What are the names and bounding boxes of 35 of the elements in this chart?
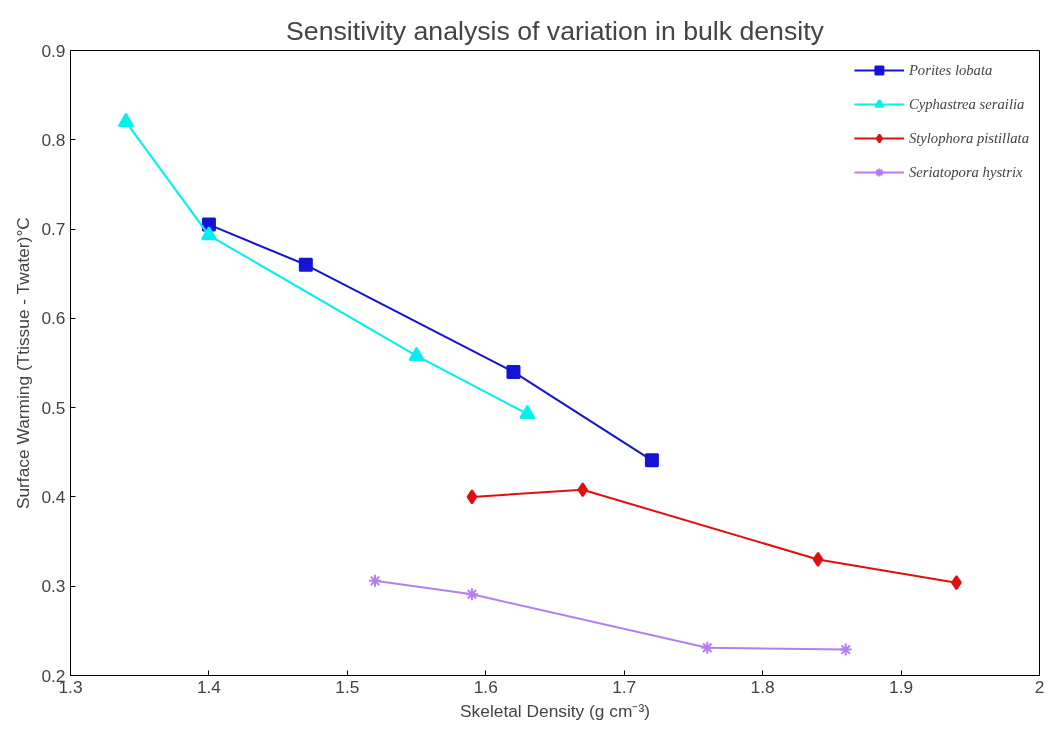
x-tick-label: 1.8 — [750, 676, 775, 697]
point — [700, 640, 715, 655]
point — [298, 257, 313, 272]
legend-label: Seriatopora hystrix — [908, 163, 1023, 181]
point — [464, 587, 479, 602]
point — [506, 364, 521, 379]
point — [644, 453, 659, 468]
y-tick-label: 0.9 — [41, 40, 66, 61]
point — [408, 346, 425, 361]
point — [577, 482, 589, 498]
point — [838, 642, 853, 657]
legend-label: Stylophora pistillata — [908, 129, 1029, 147]
x-axis-title: Skeletal Density (g cm⁻³) — [460, 700, 650, 721]
y-tick-label: 0.7 — [41, 219, 66, 240]
y-tick-label: 0.5 — [41, 397, 66, 418]
legend-label: Cyphastrea serailia — [908, 95, 1025, 113]
y-tick-label: 0.3 — [41, 576, 66, 597]
point — [466, 489, 478, 505]
legend-label: Porites lobata — [908, 61, 993, 79]
point — [519, 404, 536, 419]
point — [812, 551, 824, 567]
y-tick-label: 0.6 — [41, 308, 66, 329]
x-tick-label: 1.5 — [335, 676, 360, 697]
x-tick-label: 1.4 — [196, 676, 222, 697]
point — [368, 573, 383, 588]
y-axis-title: Surface Warming (Ttissue - Twater)°C — [13, 217, 34, 510]
x-tick-label: 1.6 — [473, 676, 498, 697]
y-tick-label: 0.8 — [41, 129, 66, 150]
x-tick-label: 2 — [1034, 676, 1045, 697]
point — [117, 112, 134, 127]
chart-title: Sensitivity analysis of variation in bulk density — [286, 15, 825, 46]
y-tick-label: 0.4 — [41, 486, 66, 507]
x-tick-label: 1.7 — [612, 676, 637, 697]
point — [200, 226, 217, 241]
x-tick-label: 1.9 — [889, 676, 914, 697]
